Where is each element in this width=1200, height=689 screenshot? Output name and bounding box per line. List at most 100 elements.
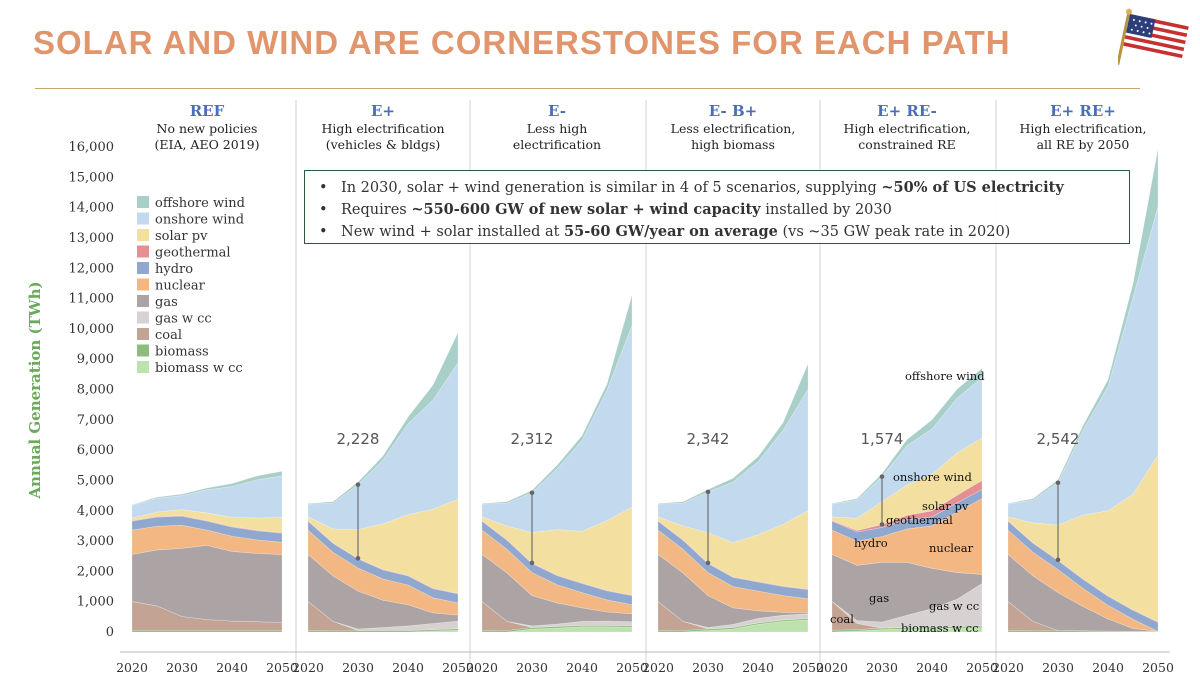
legend-label: nuclear	[155, 279, 206, 294]
y-tick-label: 13,000	[69, 231, 115, 246]
legend-label: solar pv	[155, 229, 208, 244]
area-biomass	[831, 625, 983, 633]
x-tick-label: 2020	[466, 660, 498, 675]
area-onshore-wind	[1007, 206, 1159, 526]
area-gas-w-cc	[657, 601, 809, 630]
legend-label: biomass	[155, 345, 209, 360]
panel-title: E-	[548, 102, 566, 120]
panel-e-re: E+ RE-High electrification,constrained R…	[816, 102, 998, 675]
area-hydro	[481, 520, 633, 606]
tech-label-coal: coal	[830, 612, 854, 626]
bracket-top-dot	[529, 490, 535, 496]
slide-title: SOLAR AND WIND ARE CORNERSTONES FOR EACH…	[33, 24, 1011, 61]
solar-wind-2030-value: 1,574	[861, 430, 904, 448]
x-tick-label: 2040	[216, 660, 248, 675]
area-nuclear	[307, 529, 459, 616]
area-geothermal	[481, 519, 633, 596]
area-gas	[481, 553, 633, 627]
bracket-top-dot	[705, 489, 711, 495]
legend-swatch	[137, 311, 149, 324]
panel-subtitle: High electrification	[321, 121, 444, 136]
panel-title: E+	[371, 102, 395, 120]
legend-swatch	[137, 361, 149, 373]
legend-label: gas w cc	[155, 312, 212, 327]
legend-swatch	[137, 229, 149, 241]
x-tick-label: 2030	[866, 660, 898, 675]
bracket-top-dot	[879, 474, 885, 479]
finding-1: • In 2030, solar + wind generation is sim…	[319, 177, 1129, 199]
legend-swatch	[137, 196, 149, 208]
area-offshore-wind	[131, 470, 283, 506]
solar-wind-2030-value: 2,228	[337, 430, 380, 448]
x-tick-label: 2050	[792, 660, 824, 675]
y-tick-label: 4,000	[77, 504, 114, 519]
tech-label-gas-w-cc: gas w cc	[929, 599, 979, 613]
area-offshore-wind	[831, 367, 983, 505]
y-tick-label: 8,000	[77, 383, 114, 398]
bullet-icon: •	[319, 202, 328, 218]
x-tick-label: 2020	[992, 660, 1024, 675]
panel-subtitle: High electrification,	[843, 121, 970, 136]
area-gas	[1007, 553, 1159, 632]
legend-swatch	[137, 328, 149, 340]
area-onshore-wind	[657, 388, 809, 543]
y-tick-label: 14,000	[69, 201, 115, 216]
area-biomass	[481, 625, 633, 633]
x-tick-label: 2050	[1142, 660, 1174, 675]
panel-title: E- B+	[709, 102, 757, 120]
tech-label-onshore-wind: onshore wind	[893, 470, 972, 484]
area-nuclear	[1007, 529, 1159, 632]
x-tick-label: 2040	[1092, 660, 1124, 675]
legend-label: coal	[155, 328, 182, 343]
legend-label: geothermal	[155, 246, 231, 261]
finding-text: Requires	[341, 202, 412, 218]
legend-swatch	[137, 245, 149, 258]
x-tick-label: 2040	[566, 660, 598, 675]
tech-label-gas: gas	[869, 591, 889, 605]
y-tick-label: 16,000	[69, 140, 115, 155]
bracket-top-dot	[1055, 480, 1061, 486]
area-offshore-wind	[1007, 148, 1159, 505]
finding-text: New wind + solar installed at	[341, 224, 565, 240]
y-tick-label: 7,000	[77, 413, 114, 428]
legend-label: hydro	[155, 262, 193, 277]
y-tick-label: 9,000	[77, 352, 114, 367]
x-tick-label: 2030	[1042, 660, 1074, 675]
finding-text: (vs ~35 GW peak rate in 2020)	[777, 224, 1011, 240]
legend-swatch	[137, 295, 149, 307]
finding-2: • Requires ~550-600 GW of new solar + win…	[319, 199, 1129, 221]
panel-e: E+High electrification(vehicles & bldgs)…	[292, 102, 474, 675]
y-tick-label: 0	[106, 625, 114, 640]
tech-label-biomass-w-cc: biomass w cc	[901, 621, 979, 635]
bracket-top-dot	[355, 482, 361, 487]
area-offshore-wind	[481, 294, 633, 505]
solar-wind-2030-value: 2,542	[1037, 430, 1080, 448]
finding-emphasis: 55-60 GW/year on average	[564, 223, 778, 240]
panel-title: REF	[190, 102, 225, 120]
area-nuclear	[481, 529, 633, 615]
area-biomass-w-cc	[658, 619, 809, 633]
bullet-icon: •	[319, 224, 328, 240]
x-tick-label: 2020	[116, 660, 148, 675]
y-tick-label: 11,000	[69, 292, 115, 307]
bracket-bottom-dot	[355, 556, 361, 561]
panel-subtitle: Less electrification,	[671, 121, 796, 136]
area-biomass-w-cc	[831, 627, 983, 633]
x-tick-label: 2030	[516, 660, 548, 675]
area-gas-w-cc	[831, 582, 983, 629]
legend-swatch	[137, 262, 149, 274]
x-tick-label: 2040	[916, 660, 948, 675]
panel-subtitle: No new policies	[157, 121, 258, 136]
panel-e-re: E+ RE+High electrification,all RE by 205…	[992, 102, 1174, 675]
panel-subtitle: (EIA, AEO 2019)	[155, 137, 260, 152]
y-tick-label: 6,000	[77, 443, 114, 458]
y-tick-label: 1,000	[77, 595, 114, 610]
tech-label-nuclear: nuclear	[929, 541, 974, 555]
panel-subtitle: High electrification,	[1019, 121, 1146, 136]
y-tick-label: 12,000	[69, 261, 115, 276]
legend-swatch	[137, 212, 149, 225]
bracket-bottom-dot	[1055, 557, 1061, 563]
bracket-bottom-dot	[705, 560, 711, 566]
area-solar-pv	[657, 510, 809, 590]
